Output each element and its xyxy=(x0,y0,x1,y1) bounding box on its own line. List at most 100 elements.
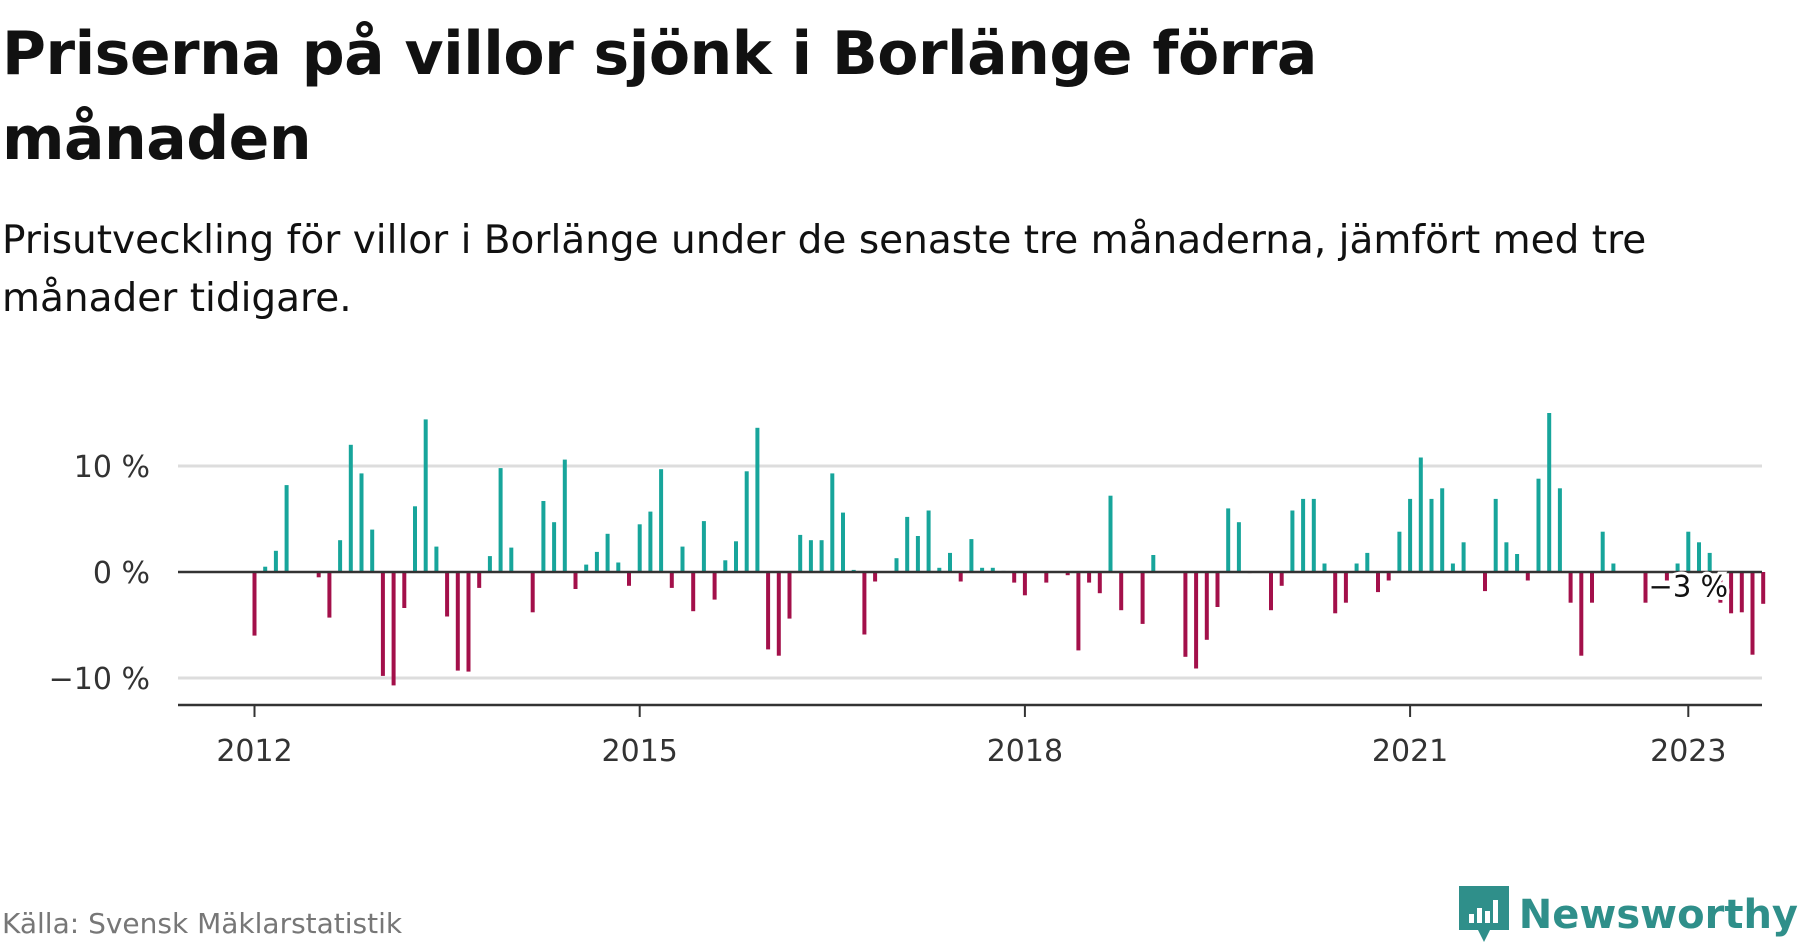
bar xyxy=(1183,572,1188,657)
y-tick-label: 0 % xyxy=(93,556,150,591)
y-tick-label: 10 % xyxy=(74,450,150,485)
labels: 10 % 0 % −10 % 2012 2015 2018 2021 2023 −3 % xyxy=(49,450,1731,769)
bar xyxy=(723,560,728,572)
bar xyxy=(1204,572,1209,640)
bar xyxy=(1761,572,1766,604)
bar xyxy=(327,572,332,618)
bar xyxy=(477,572,482,588)
axes xyxy=(178,570,1762,717)
bar xyxy=(1279,572,1284,586)
bar xyxy=(1076,572,1081,651)
bar xyxy=(1450,563,1455,572)
bar xyxy=(1408,498,1413,572)
bar xyxy=(905,516,910,572)
bar xyxy=(252,572,257,636)
bar xyxy=(766,572,771,650)
bar xyxy=(1301,498,1306,572)
bar xyxy=(1750,572,1755,655)
bar xyxy=(1664,572,1669,581)
bar xyxy=(1461,542,1466,572)
bar xyxy=(1012,572,1017,583)
bar-chart: 10 % 0 % −10 % 2012 2015 2018 2021 2023 −3 % xyxy=(49,413,1766,769)
x-tick-label: 2012 xyxy=(216,734,292,769)
bar xyxy=(680,546,685,572)
bar xyxy=(359,473,364,572)
bar xyxy=(584,564,589,572)
bar xyxy=(1429,498,1434,572)
gridlines xyxy=(178,464,1762,680)
bar xyxy=(284,485,289,572)
bar xyxy=(1236,522,1241,572)
bar xyxy=(755,427,760,572)
bar xyxy=(1397,531,1402,572)
bar xyxy=(1493,498,1498,572)
bar xyxy=(1600,531,1605,572)
bar xyxy=(915,536,920,572)
bar xyxy=(530,572,535,613)
bar xyxy=(862,572,867,635)
bar xyxy=(1140,572,1145,624)
bar xyxy=(894,558,899,572)
bar xyxy=(1611,563,1616,572)
bar xyxy=(1483,572,1487,592)
bar xyxy=(1504,542,1509,572)
bar xyxy=(776,572,781,656)
bar xyxy=(616,562,621,572)
bar xyxy=(1376,572,1380,593)
bar xyxy=(841,512,845,572)
bar xyxy=(1108,495,1113,572)
bar xyxy=(1707,552,1712,572)
bar xyxy=(1386,572,1391,581)
bar xyxy=(691,572,696,612)
bar xyxy=(980,567,985,572)
bar xyxy=(958,572,963,582)
newsworthy-logo[interactable]: Newsworthy xyxy=(1458,886,1798,943)
bar xyxy=(573,572,578,589)
bar xyxy=(1675,563,1680,572)
bar xyxy=(1365,552,1370,572)
bar xyxy=(937,567,942,572)
bar xyxy=(990,567,995,572)
brand-name: Newsworthy xyxy=(1518,891,1798,938)
bar xyxy=(819,540,824,572)
bar xyxy=(338,540,343,572)
bar xyxy=(1119,572,1124,611)
bar xyxy=(413,506,417,572)
bar xyxy=(948,552,952,572)
bar xyxy=(1343,572,1348,603)
bar xyxy=(1194,572,1199,669)
bar xyxy=(1729,572,1734,614)
bar xyxy=(1087,572,1092,583)
bar xyxy=(637,524,642,572)
bar xyxy=(627,572,631,586)
bar xyxy=(669,572,674,588)
bar xyxy=(1311,498,1316,572)
bar xyxy=(1290,510,1295,572)
bar xyxy=(370,529,375,572)
bar xyxy=(701,521,706,572)
bar xyxy=(926,510,931,572)
source-note: Källa: Svensk Mäklarstatistik xyxy=(2,907,403,940)
bar xyxy=(1579,572,1584,656)
bars xyxy=(252,413,1766,686)
bar xyxy=(1718,572,1723,603)
bar xyxy=(1515,554,1520,572)
x-tick-label: 2018 xyxy=(987,734,1063,769)
bar xyxy=(1044,572,1049,583)
bar xyxy=(1333,572,1338,614)
bar xyxy=(487,556,492,572)
bar xyxy=(273,550,278,572)
bar xyxy=(380,572,385,676)
bar xyxy=(498,468,503,572)
newsworthy-logo-icon xyxy=(1458,886,1509,942)
x-tick-label: 2021 xyxy=(1372,734,1448,769)
bar xyxy=(541,501,546,572)
bar xyxy=(808,540,813,572)
bar xyxy=(873,572,878,582)
bar xyxy=(1697,542,1701,572)
bar xyxy=(798,534,803,572)
bar xyxy=(1643,572,1648,603)
bar xyxy=(391,572,396,686)
bar xyxy=(830,473,835,572)
bar xyxy=(402,572,407,608)
